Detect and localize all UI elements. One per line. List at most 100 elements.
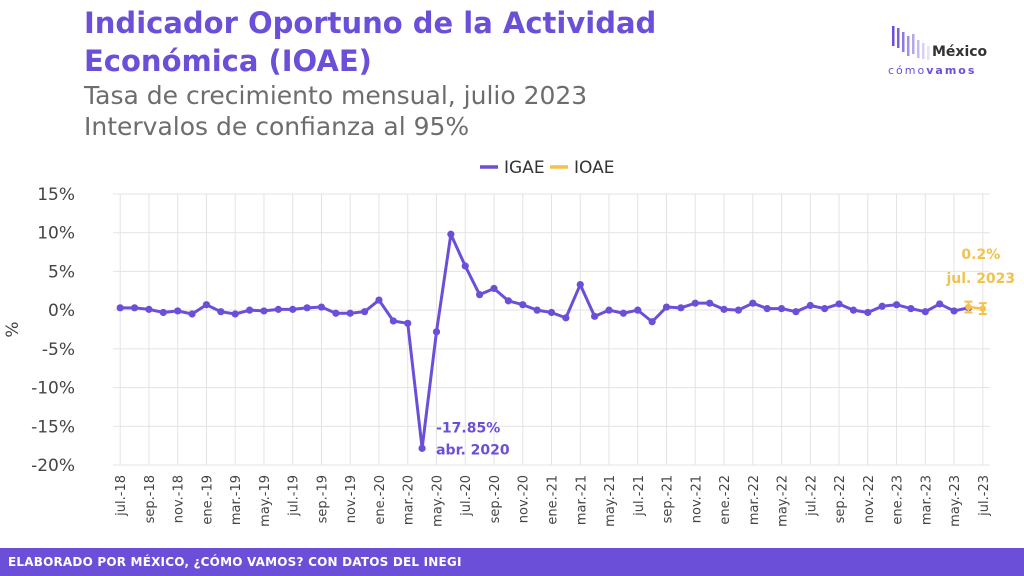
grid-layer bbox=[113, 193, 990, 466]
y-tick-label: 10% bbox=[37, 224, 75, 244]
legend-label-igae: IGAE bbox=[504, 158, 545, 178]
igae-point bbox=[188, 310, 196, 318]
igae-point bbox=[432, 328, 441, 336]
igae-point bbox=[217, 308, 225, 316]
x-tick-label: nov.-19 bbox=[344, 475, 359, 523]
igae-point bbox=[921, 308, 929, 316]
x-tick-label: sep.-20 bbox=[488, 475, 503, 523]
x-tick-label: sep.-18 bbox=[143, 475, 158, 523]
annotation-last-value: 0.2% bbox=[961, 247, 1000, 263]
igae-point bbox=[691, 299, 699, 307]
x-tick-label: nov.-21 bbox=[689, 475, 704, 523]
x-tick-label: jul.-21 bbox=[632, 475, 647, 517]
x-tick-label: may.-22 bbox=[776, 475, 791, 527]
igae-point bbox=[749, 299, 757, 307]
igae-point bbox=[145, 305, 153, 313]
logo-text-bottom-a: cómo bbox=[888, 64, 927, 77]
annotation-min-value: -17.85% bbox=[436, 420, 500, 436]
igae-point bbox=[490, 284, 498, 293]
igae-point bbox=[404, 319, 412, 327]
ioae-point bbox=[979, 305, 987, 312]
igae-point bbox=[476, 291, 484, 299]
x-tick-label: nov.-22 bbox=[862, 475, 877, 523]
igae-point bbox=[576, 280, 584, 289]
igae-point bbox=[720, 305, 728, 313]
subtitle-line-1: Tasa de crecimiento mensual, julio 2023 bbox=[84, 81, 588, 110]
igae-point bbox=[648, 318, 656, 326]
igae-point bbox=[504, 297, 512, 305]
igae-point bbox=[447, 230, 455, 238]
x-tick-label: mar.-19 bbox=[229, 475, 244, 525]
igae-point bbox=[375, 296, 383, 304]
igae-point bbox=[346, 309, 354, 317]
igae-point bbox=[835, 300, 843, 308]
series-line-igae bbox=[120, 232, 969, 450]
igae-point bbox=[605, 306, 613, 314]
x-tick-label: may.-23 bbox=[948, 475, 963, 527]
igae-point bbox=[864, 308, 872, 317]
igae-point bbox=[461, 262, 469, 270]
igae-point bbox=[591, 312, 599, 320]
igae-point bbox=[116, 304, 124, 312]
ioae-point bbox=[965, 303, 972, 311]
footer-bar: ELABORADO POR MÉXICO, ¿CÓMO VAMOS? CON D… bbox=[0, 548, 1024, 576]
igae-point bbox=[389, 317, 397, 325]
annotation-last-date: jul. 2023 bbox=[945, 271, 1015, 287]
chart-subtitle: Tasa de crecimiento mensual, julio 2023 … bbox=[84, 80, 724, 142]
igae-point bbox=[849, 306, 858, 314]
igae-point bbox=[303, 304, 311, 312]
x-tick-label: may.-20 bbox=[430, 475, 445, 527]
bar-mark-icon bbox=[892, 26, 930, 60]
logo-text-top: México bbox=[932, 44, 988, 60]
subtitle-line-2: Intervalos de confianza al 95% bbox=[84, 112, 470, 141]
igae-point bbox=[202, 301, 211, 309]
mexico-como-vamos-logo: México cómovamos bbox=[888, 26, 1008, 84]
igae-point bbox=[777, 304, 786, 313]
igae-point bbox=[533, 306, 541, 314]
igae-point bbox=[821, 304, 829, 313]
igae-point bbox=[907, 304, 915, 313]
x-tick-label: ene.-23 bbox=[891, 475, 906, 525]
x-tick-label: jul.-22 bbox=[804, 475, 819, 517]
igae-point bbox=[274, 305, 282, 313]
y-tick-label: -15% bbox=[31, 417, 75, 437]
y-tick-label: -5% bbox=[42, 340, 75, 360]
igae-point bbox=[706, 299, 714, 307]
igae-point bbox=[892, 301, 901, 309]
x-tick-label: ene.-20 bbox=[373, 475, 388, 525]
x-tick-label: jul.-23 bbox=[977, 475, 992, 517]
x-tick-label: ene.-21 bbox=[546, 475, 561, 525]
igae-point bbox=[734, 306, 743, 314]
x-tick-label: ene.-19 bbox=[200, 475, 215, 525]
igae-point bbox=[159, 308, 167, 317]
x-tick-label: jul.-18 bbox=[114, 475, 129, 517]
annotation-min-date: abr. 2020 bbox=[436, 442, 510, 458]
igae-point bbox=[950, 307, 958, 315]
igae-point bbox=[763, 304, 771, 313]
igae-point bbox=[130, 304, 139, 312]
x-tick-label: jul.-19 bbox=[287, 475, 302, 517]
x-tick-label: sep.-22 bbox=[833, 475, 848, 523]
igae-point bbox=[289, 305, 297, 313]
annotation-layer: -17.85% abr. 2020 0.2% jul. 2023 bbox=[436, 247, 1015, 458]
igae-point bbox=[332, 309, 340, 317]
igae-point bbox=[562, 314, 570, 322]
x-tick-label: jul.-20 bbox=[459, 475, 474, 517]
x-tick-label: nov.-20 bbox=[517, 475, 532, 523]
igae-point bbox=[174, 307, 182, 315]
footer-source: ELABORADO POR MÉXICO, ¿CÓMO VAMOS? CON D… bbox=[8, 555, 462, 569]
y-tick-label: 15% bbox=[37, 185, 75, 205]
igae-point bbox=[806, 301, 814, 310]
igae-point bbox=[878, 302, 886, 310]
x-tick-label: ene.-22 bbox=[718, 475, 733, 525]
x-tick-label: may.-21 bbox=[603, 475, 618, 527]
igae-point bbox=[418, 444, 426, 452]
igae-point bbox=[936, 300, 944, 308]
series-layer bbox=[116, 230, 987, 452]
x-tick-label: mar.-21 bbox=[574, 475, 589, 525]
y-tick-label: 5% bbox=[48, 262, 75, 282]
igae-point bbox=[245, 306, 254, 314]
igae-point bbox=[519, 301, 527, 309]
y-tick-label: -20% bbox=[31, 456, 75, 476]
x-tick-label: sep.-21 bbox=[661, 475, 676, 523]
